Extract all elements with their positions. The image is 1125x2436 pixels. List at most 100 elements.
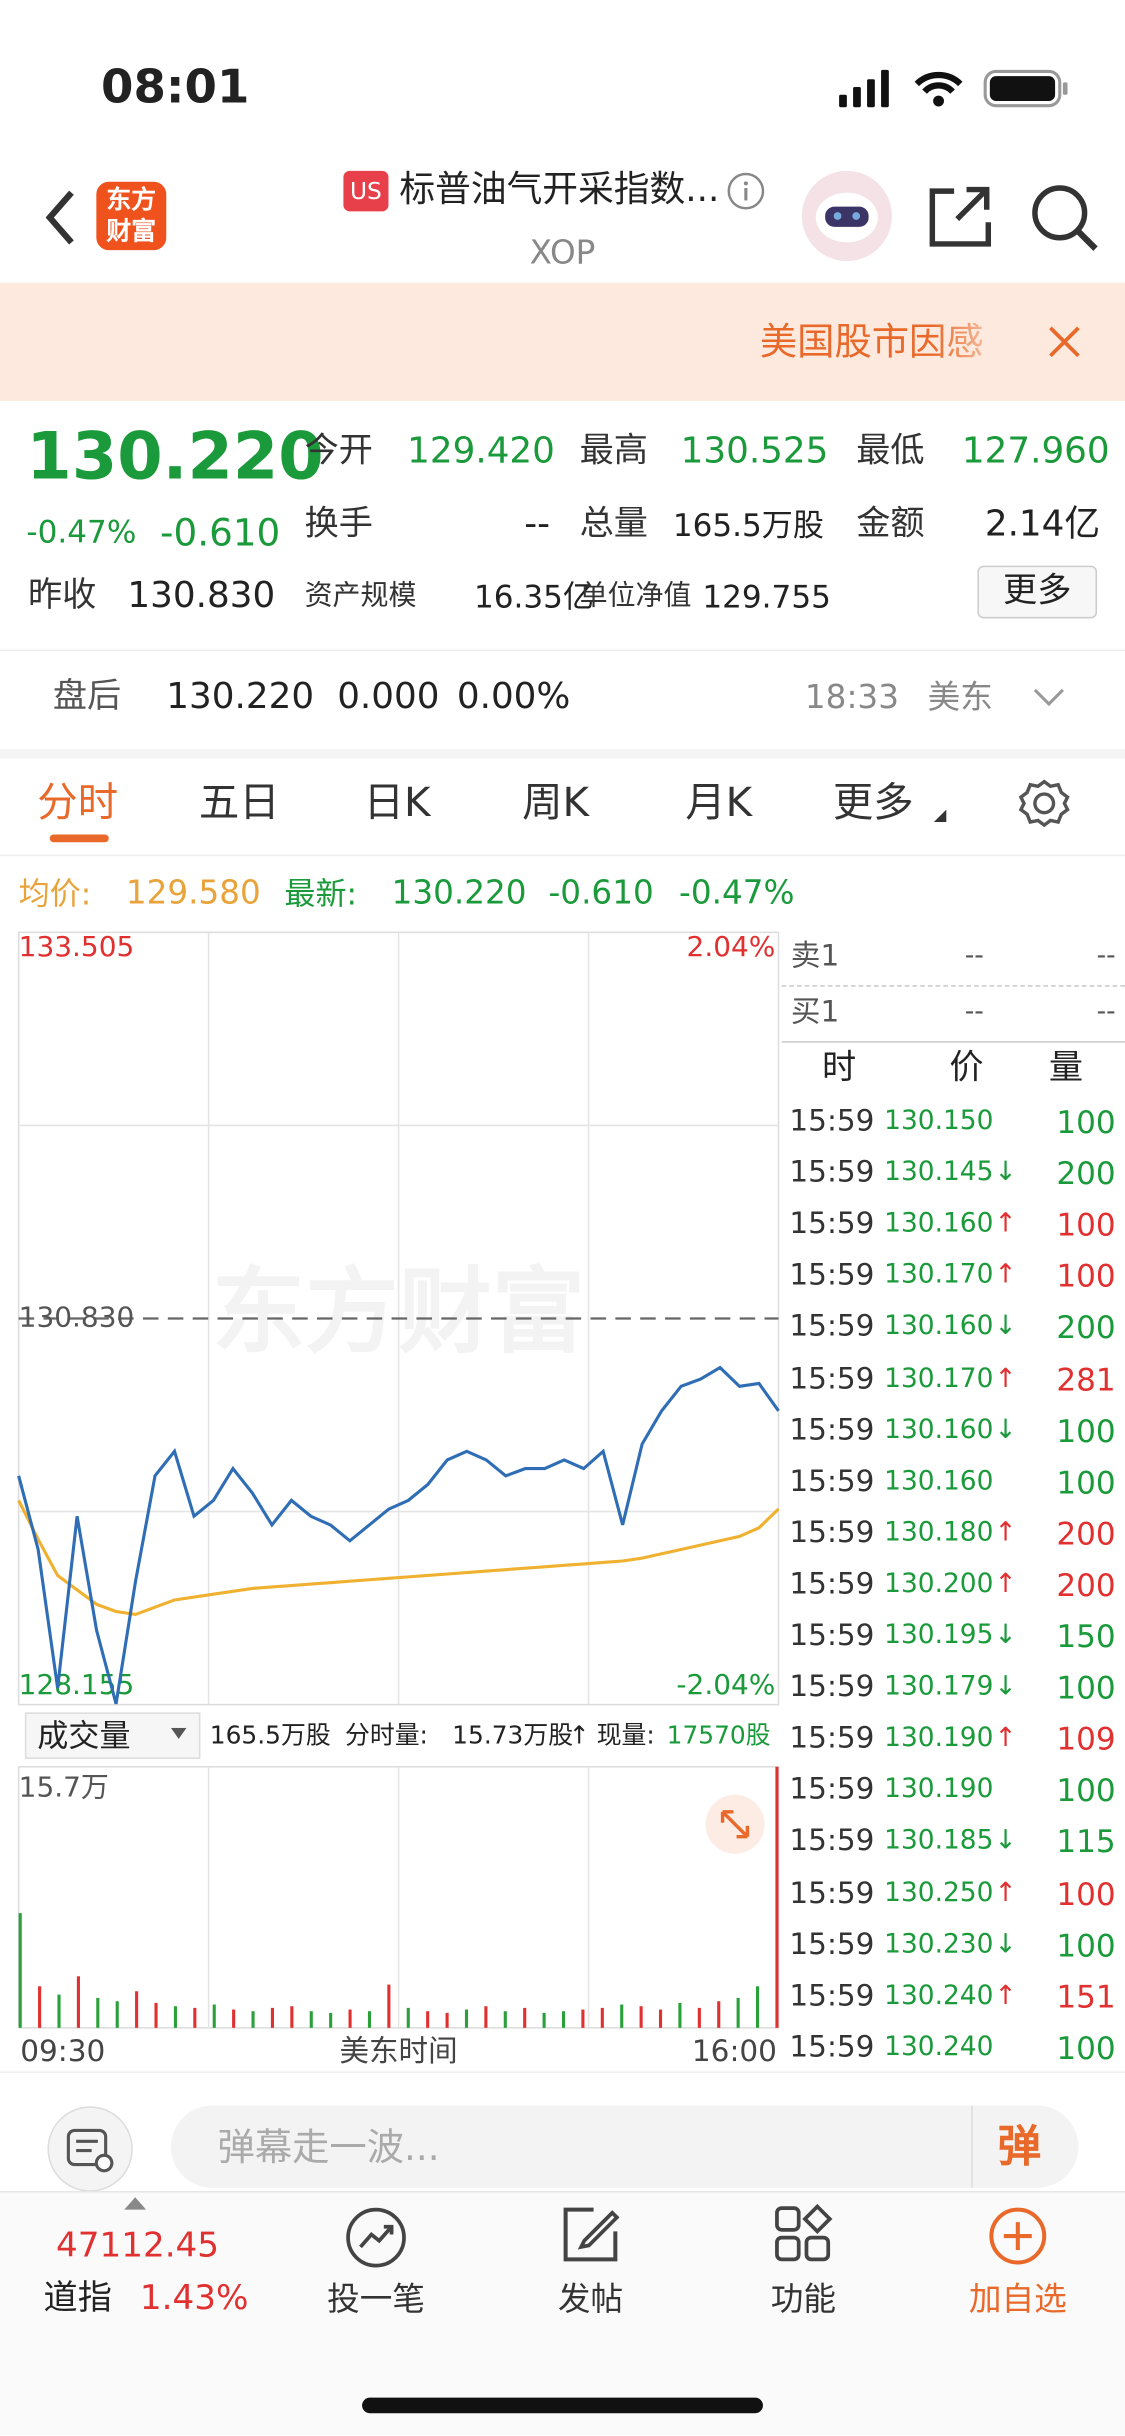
volume-bar (115, 2001, 119, 2028)
info-icon[interactable] (726, 171, 766, 211)
after-hours-change: 0.000 (337, 676, 440, 718)
column-header: 价 (949, 1048, 984, 1088)
trade-volume: 100 (1056, 1103, 1116, 1141)
after-hours-zone: 美东 (927, 678, 993, 716)
add-watchlist-icon[interactable] (987, 2205, 1049, 2267)
trade-time: 15:59 (789, 1824, 875, 1859)
expand-chevron[interactable] (1032, 685, 1066, 710)
trade-direction: ↓ (994, 1414, 1017, 1446)
action-label[interactable]: 发帖 (557, 2280, 624, 2318)
settings-button[interactable] (1018, 777, 1071, 830)
volume-bar (387, 1984, 391, 2028)
danmaku-toggle[interactable] (45, 2104, 135, 2194)
tab-dropdown (933, 809, 947, 823)
assistant-avatar[interactable] (799, 168, 895, 264)
home-indicator (362, 2397, 763, 2414)
tab[interactable]: 日K (363, 780, 431, 827)
tab[interactable]: 周K (522, 780, 590, 827)
trade-direction: ↓ (994, 1671, 1017, 1703)
bid-price: -- (964, 996, 984, 1028)
divider (781, 1041, 1125, 1043)
trade-volume: 281 (1056, 1360, 1116, 1398)
action-label[interactable]: 加自选 (968, 2280, 1067, 2318)
volume-bar (561, 2011, 566, 2028)
trade-direction: ↓ (994, 1157, 1017, 1189)
current-volume-label: 现量: (596, 1720, 655, 1750)
comment-placeholder[interactable]: 弹幕走一波... (217, 2125, 440, 2170)
volume-bar (96, 1997, 100, 2028)
trade-price: 130.190 (884, 1722, 994, 1754)
trade-price: 130.250 (884, 1877, 994, 1909)
trade-volume: 100 (1056, 1411, 1116, 1450)
more-button[interactable]: 更多 (977, 565, 1098, 619)
column-header: 时 (822, 1048, 857, 1088)
tab-indicator (49, 834, 109, 843)
volume-bar (232, 2009, 236, 2028)
field-value: 165.5万股 (672, 506, 824, 544)
index-change[interactable]: 1.43% (139, 2279, 249, 2319)
volume-bar (658, 2009, 663, 2028)
action-label[interactable]: 功能 (770, 2280, 836, 2318)
change-percent: -0.47% (26, 512, 137, 551)
back-button[interactable] (37, 186, 84, 248)
latest-price: 130.220 (391, 874, 527, 912)
share-button[interactable] (926, 182, 994, 250)
comment-input[interactable] (170, 2105, 1079, 2188)
period-volume-arrow: ↑ (568, 1720, 590, 1750)
index-value[interactable]: 47112.45 (55, 2226, 220, 2266)
ask-price: -- (964, 940, 984, 972)
volume-bar (697, 2007, 701, 2028)
post-icon[interactable] (559, 2203, 621, 2265)
indicator-selector[interactable] (24, 1712, 201, 1760)
indicator-name[interactable]: 成交量 (37, 1717, 131, 1755)
trade-volume: 200 (1056, 1514, 1116, 1553)
after-hours-label: 盘后 (52, 677, 122, 717)
invest-icon[interactable] (345, 2207, 407, 2269)
volume-bar (426, 2011, 430, 2028)
watermark: 东方财富 (212, 1257, 585, 1366)
field-label: 今开 (304, 431, 373, 471)
banner-close[interactable] (1047, 325, 1081, 359)
latest-label: 最新: (284, 874, 358, 913)
after-hours-time: 18:33 (804, 678, 899, 716)
volume-bar (736, 1997, 740, 2028)
volume-bar (57, 1994, 61, 2028)
trade-time: 15:59 (789, 1772, 875, 1807)
trade-direction: ↑ (994, 1722, 1017, 1754)
danmaku-send[interactable]: 弹 (997, 2121, 1042, 2173)
field-value: 129.420 (407, 431, 555, 472)
trade-volume: 100 (1056, 1771, 1116, 1810)
tab[interactable]: 五日 (198, 780, 280, 827)
action-label[interactable]: 投一笔 (327, 2280, 425, 2318)
trade-volume: 100 (1056, 1206, 1116, 1244)
trade-time: 15:59 (789, 1361, 875, 1396)
current-volume: 17570股 (666, 1720, 771, 1750)
tab[interactable]: 月K (685, 780, 753, 827)
search-button[interactable] (1029, 182, 1100, 253)
field-label: 换手 (304, 505, 373, 544)
trade-volume: 100 (1056, 1874, 1116, 1913)
tab[interactable]: 更多 (832, 780, 914, 827)
volume-bar (38, 1986, 42, 2028)
trade-direction: ↓ (994, 1619, 1017, 1652)
volume-bar (542, 2012, 546, 2028)
volume-bar (329, 2012, 333, 2028)
function-icon[interactable] (772, 2203, 834, 2265)
volume-bar (76, 1976, 80, 2028)
trade-direction: ↓ (994, 1928, 1017, 1960)
tab[interactable]: 分时 (37, 780, 119, 827)
field-value: 2.14亿 (984, 504, 1101, 545)
volume-chart[interactable]: 15.7万 09:30 16:00 美东时间 (17, 1766, 780, 2068)
volume-bar (212, 2004, 216, 2028)
index-name[interactable]: 道指 (43, 2279, 112, 2319)
fullscreen-button[interactable] (704, 1793, 766, 1855)
y2-tick-label: 2.04% (687, 930, 776, 963)
trade-volume: 109 (1056, 1720, 1116, 1758)
column-header: 量 (1048, 1048, 1084, 1088)
field-label: 总量 (579, 505, 649, 544)
trade-time: 15:59 (789, 1926, 875, 1962)
average-line (17, 1499, 780, 1617)
trade-time: 15:59 (789, 1566, 875, 1602)
trade-volume: 100 (1056, 1926, 1116, 1964)
